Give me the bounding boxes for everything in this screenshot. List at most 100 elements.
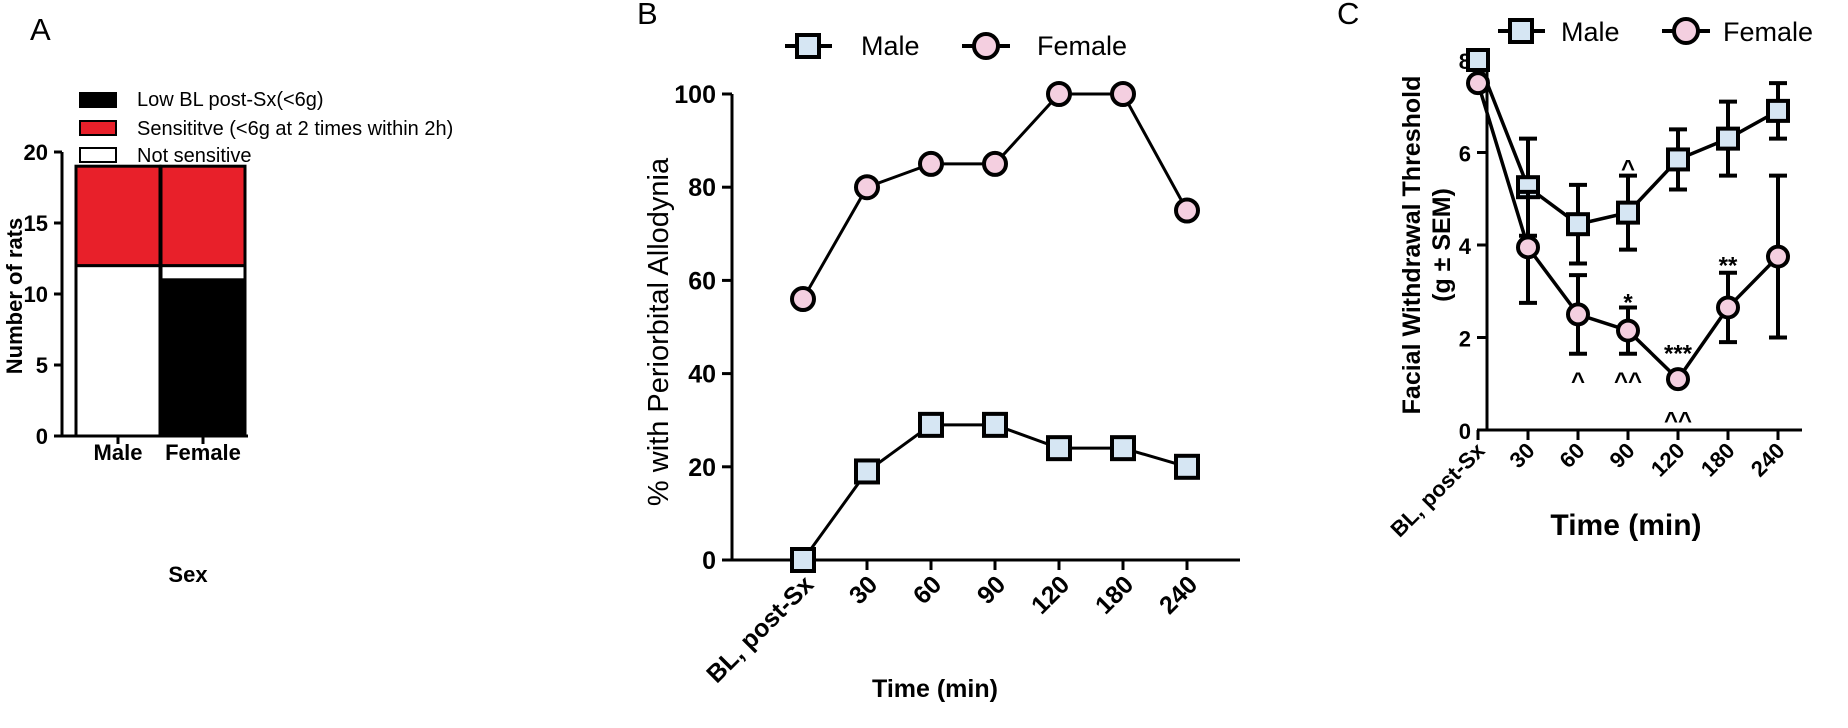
panel-a-stacked-bar-chart: Low BL post-Sx(<6g) Sensititve (<6g at 2…	[2, 89, 453, 587]
panel-a-bar-female-sensitive	[159, 164, 247, 268]
panel-a-bar-male-sensitive	[74, 164, 162, 268]
panel-a-y-tick-label: 10	[24, 282, 48, 307]
panel-b-point-male	[982, 411, 1008, 438]
panel-c-x-tick-label: 90	[1605, 438, 1640, 473]
legend-marker-male-c	[1508, 18, 1534, 44]
panel-c-x-tick-label: BL, post-Sx	[1385, 437, 1490, 542]
panel-b-point-female	[1046, 81, 1072, 107]
panel-c-y-tick-label: 4	[1459, 234, 1472, 259]
panel-c-significance-mark: ^	[1621, 155, 1635, 182]
panel-c-y-tick-label: 2	[1459, 327, 1471, 352]
panel-c-significance-mark: **	[1719, 253, 1738, 280]
panel-b-point-female	[854, 174, 880, 201]
panel-c-significance-annotations: ^*^ ^^***^^**	[1571, 155, 1738, 434]
panel-b-y-tick-label: 20	[688, 454, 716, 482]
panel-b-point-female	[982, 150, 1008, 177]
panel-c-series	[1466, 48, 1790, 392]
panel-b-point-female	[1110, 81, 1136, 107]
panel-b-line-chart: Male Female 0 20 40 60 80 100 BL, post-Sx 30 60 9…	[643, 31, 1240, 703]
panel-c-x-axis-title: Time (min)	[1550, 509, 1701, 542]
panel-c-point-male	[1616, 200, 1640, 225]
legend-swatch-low-bl	[79, 92, 117, 108]
panel-a-bar-female-low-bl	[159, 278, 247, 438]
panel-a-x-tick-label: Male	[94, 440, 143, 465]
panel-c-significance-mark: ^	[1571, 368, 1585, 395]
panel-b-y-tick-label: 60	[688, 267, 716, 295]
panel-c-point-male	[1666, 147, 1690, 172]
panel-c-point-male	[1466, 48, 1490, 72]
panel-c-x-tick-label: 240	[1746, 438, 1790, 482]
panel-b-x-tick-label: 30	[844, 570, 883, 609]
panel-a-y-tick-label: 15	[24, 211, 48, 236]
panel-c-significance-mark: ^^	[1664, 407, 1692, 434]
panel-a-y-tick-label: 5	[36, 353, 48, 378]
panel-b-x-tick-label: 90	[972, 570, 1011, 609]
panel-b-point-male	[1046, 435, 1072, 462]
legend-marker-female-c	[1672, 17, 1700, 45]
panel-b-point-female	[918, 150, 944, 177]
panel-c-point-male	[1766, 98, 1790, 123]
panel-c-point-female	[1766, 244, 1790, 269]
panel-c-significance-mark: *	[1623, 290, 1633, 317]
panel-b-x-tick-label: 60	[908, 570, 947, 609]
panel-c-y-tick-label: 6	[1459, 142, 1471, 167]
panel-c-y-tick-label: 0	[1459, 419, 1471, 444]
panel-b-y-tick-label: 100	[674, 81, 716, 109]
panel-b-y-tick-label: 80	[688, 174, 716, 202]
panel-b-point-male	[854, 458, 880, 485]
panel-b-x-tick-label: 120	[1026, 570, 1075, 619]
panel-c-point-female	[1516, 235, 1540, 260]
panel-c-y-axis-title-line1: Facial Withdrawal Threshold	[1398, 76, 1426, 415]
panel-a-y-tick-label: 0	[36, 424, 48, 449]
legend-label-male-c: Male	[1561, 17, 1620, 47]
panel-c-y-axis-title-line2: (g ± SEM)	[1428, 188, 1456, 302]
panel-c-x-tick-label: 60	[1555, 438, 1590, 473]
panel-b-x-tick-label: BL, post-Sx	[701, 570, 819, 688]
panel-b-x-axis-title: Time (min)	[872, 675, 998, 703]
legend-label-male: Male	[861, 31, 920, 61]
panel-c-point-female	[1666, 367, 1690, 392]
panel-b-y-axis-title: % with Periorbital Allodynia	[643, 157, 675, 506]
legend-swatch-not-sensitive	[79, 147, 117, 163]
legend-swatch-sensitive	[79, 120, 117, 136]
panel-c-point-male	[1566, 212, 1590, 237]
panel-b-point-male	[1174, 453, 1200, 480]
legend-marker-female	[972, 32, 1000, 60]
panel-a-legend: Low BL post-Sx(<6g) Sensititve (<6g at 2…	[79, 89, 453, 167]
panel-b-letter: B	[637, 0, 658, 31]
panel-b-y-tick-label: 40	[688, 361, 716, 389]
panel-a-letter: A	[30, 12, 51, 47]
panel-c-legend: Male Female	[1498, 17, 1813, 47]
panel-a-x-tick-label: Female	[165, 440, 241, 465]
panel-c-point-female	[1566, 302, 1590, 327]
panel-a-bar-female-not-sensitive	[159, 264, 247, 282]
panel-c-x-tick-label: 30	[1505, 438, 1540, 473]
legend-label-low-bl: Low BL post-Sx(<6g)	[137, 89, 324, 111]
panel-b-y-tick-label: 0	[702, 547, 716, 575]
panel-c-x-tick-label: 180	[1696, 438, 1740, 482]
panel-a-x-axis-title: Sex	[168, 562, 208, 587]
legend-label-female: Female	[1037, 31, 1127, 61]
legend-label-sensitive: Sensititve (<6g at 2 times within 2h)	[137, 118, 453, 140]
panel-b-point-male	[1110, 435, 1136, 462]
panel-c-point-female	[1466, 71, 1490, 96]
panel-b-point-male	[790, 547, 816, 573]
panel-b-x-tick-label: 180	[1090, 570, 1139, 619]
panel-c-point-female	[1716, 295, 1740, 320]
panel-c-point-female	[1616, 318, 1640, 343]
panel-b-point-male	[918, 411, 944, 438]
panel-b-legend: Male Female	[785, 31, 1127, 61]
panel-a-y-axis-title: Number of rats	[2, 218, 27, 374]
legend-label-not-sensitive: Not sensitive	[137, 145, 252, 167]
panel-b-x-tick-label: 240	[1154, 570, 1203, 619]
panel-b-point-female	[1174, 197, 1200, 224]
panel-a-y-tick-label: 20	[24, 140, 48, 165]
panel-b-point-female	[790, 286, 816, 313]
legend-marker-male	[795, 33, 821, 59]
panel-c-significance-mark: ^^	[1614, 368, 1642, 395]
panel-b-series	[790, 81, 1200, 573]
panel-c-x-tick-label: 120	[1646, 438, 1690, 482]
panel-a-bar-male-not-sensitive	[74, 264, 162, 438]
